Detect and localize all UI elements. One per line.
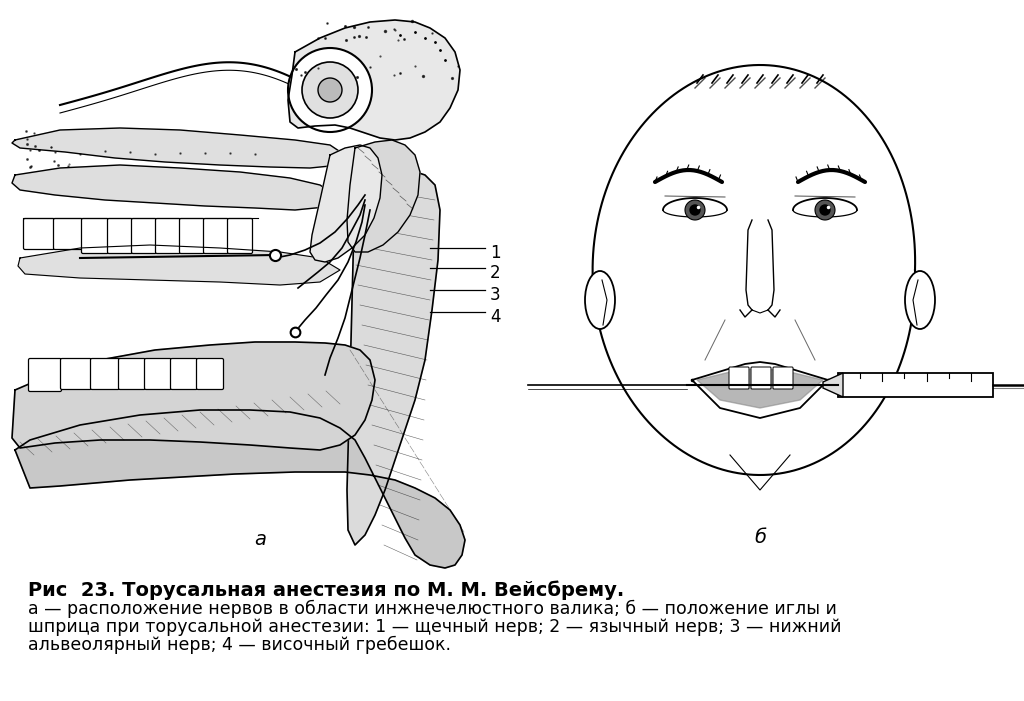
FancyBboxPatch shape xyxy=(108,219,132,254)
Ellipse shape xyxy=(905,271,935,329)
Polygon shape xyxy=(18,245,340,285)
Polygon shape xyxy=(793,198,857,217)
FancyBboxPatch shape xyxy=(227,219,253,254)
Polygon shape xyxy=(15,410,465,568)
Text: 2: 2 xyxy=(490,264,501,282)
Polygon shape xyxy=(823,373,843,397)
FancyBboxPatch shape xyxy=(156,219,180,254)
FancyBboxPatch shape xyxy=(131,219,157,254)
Polygon shape xyxy=(12,165,335,210)
FancyBboxPatch shape xyxy=(90,358,120,390)
FancyBboxPatch shape xyxy=(171,358,198,390)
Text: а — расположение нервов в области инжнечелюстного валика; б — положение иглы и: а — расположение нервов в области инжнеч… xyxy=(28,600,837,618)
Text: 3: 3 xyxy=(490,286,501,304)
Polygon shape xyxy=(310,145,382,262)
Text: б: б xyxy=(754,528,766,547)
FancyBboxPatch shape xyxy=(179,219,205,254)
FancyBboxPatch shape xyxy=(204,219,228,254)
FancyBboxPatch shape xyxy=(838,373,993,397)
Polygon shape xyxy=(663,198,727,217)
FancyBboxPatch shape xyxy=(24,219,54,250)
Text: шприца при торусальной анестезии: 1 — щечный нерв; 2 — язычный нерв; 3 — нижний: шприца при торусальной анестезии: 1 — ще… xyxy=(28,618,842,636)
Circle shape xyxy=(685,200,705,220)
FancyBboxPatch shape xyxy=(82,219,109,254)
FancyBboxPatch shape xyxy=(53,219,83,250)
Ellipse shape xyxy=(585,271,615,329)
FancyBboxPatch shape xyxy=(60,358,91,390)
Circle shape xyxy=(318,78,342,102)
Polygon shape xyxy=(347,170,440,545)
Circle shape xyxy=(690,205,700,215)
Text: Рис  23. Торусальная анестезия по М. М. Вейсбрему.: Рис 23. Торусальная анестезия по М. М. В… xyxy=(28,580,625,599)
Circle shape xyxy=(288,48,372,132)
FancyBboxPatch shape xyxy=(773,367,793,389)
Text: 1: 1 xyxy=(490,244,501,262)
Circle shape xyxy=(302,62,358,118)
FancyBboxPatch shape xyxy=(144,358,171,390)
Polygon shape xyxy=(697,368,823,408)
FancyBboxPatch shape xyxy=(729,367,749,389)
FancyBboxPatch shape xyxy=(197,358,223,390)
Text: альвеолярный нерв; 4 — височный гребешок.: альвеолярный нерв; 4 — височный гребешок… xyxy=(28,636,451,654)
Polygon shape xyxy=(593,65,915,475)
FancyBboxPatch shape xyxy=(751,367,771,389)
Polygon shape xyxy=(12,128,345,168)
FancyBboxPatch shape xyxy=(119,358,145,390)
Polygon shape xyxy=(288,20,460,140)
Text: а: а xyxy=(254,530,266,549)
Text: 4: 4 xyxy=(490,308,501,326)
Circle shape xyxy=(815,200,835,220)
Circle shape xyxy=(820,205,830,215)
Polygon shape xyxy=(347,140,420,252)
Polygon shape xyxy=(12,342,375,450)
FancyBboxPatch shape xyxy=(29,358,61,391)
